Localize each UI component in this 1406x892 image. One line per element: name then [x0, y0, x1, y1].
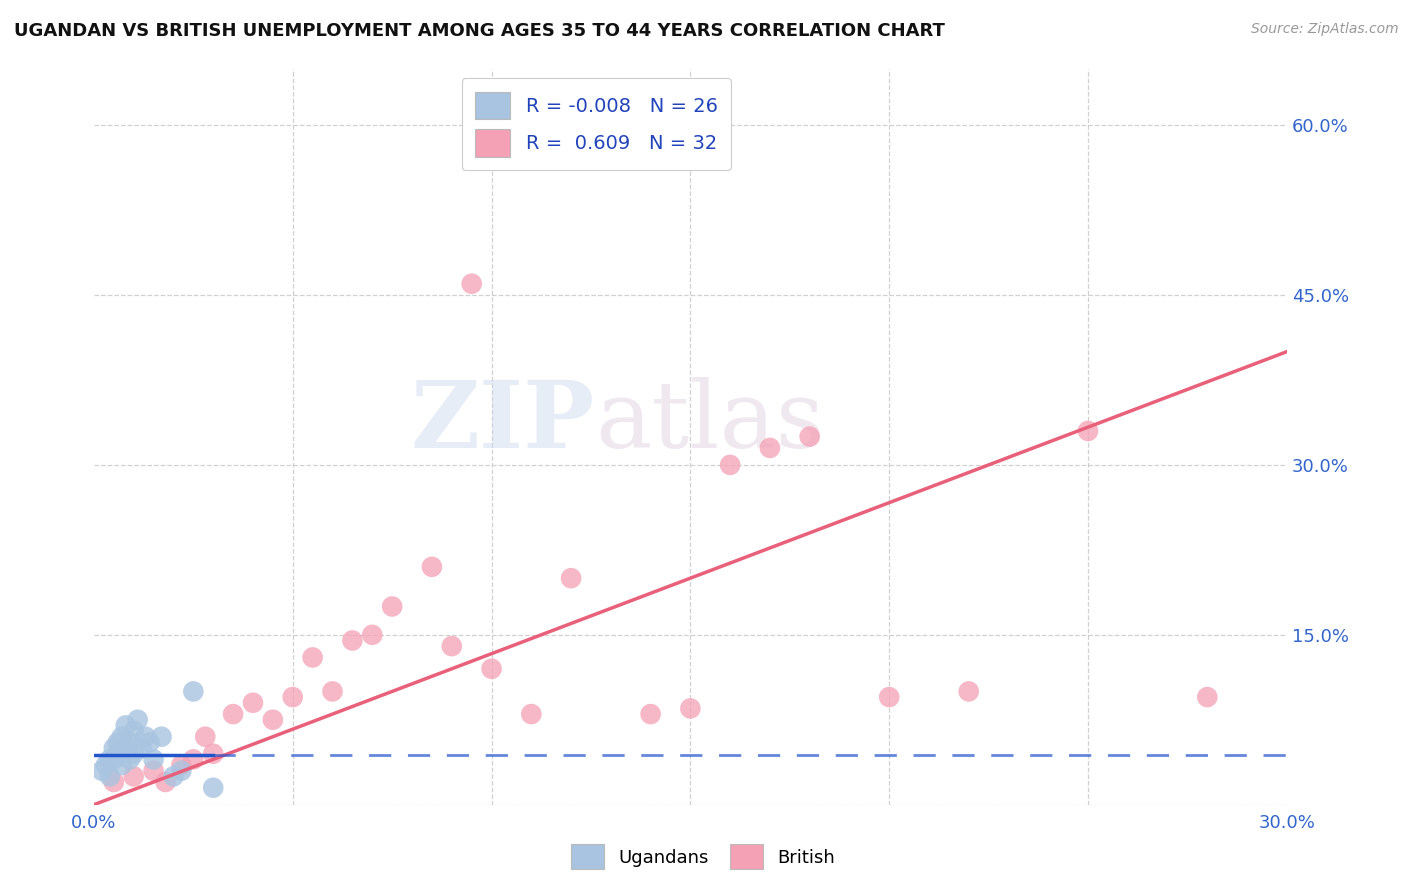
Point: [640, 707, 662, 722]
Point: [107, 747, 129, 761]
Legend: R = -0.008   N = 26, R =  0.609   N = 32: R = -0.008 N = 26, R = 0.609 N = 32: [461, 78, 731, 170]
Text: UGANDAN VS BRITISH UNEMPLOYMENT AMONG AGES 35 TO 44 YEARS CORRELATION CHART: UGANDAN VS BRITISH UNEMPLOYMENT AMONG AG…: [14, 22, 945, 40]
Point: [142, 752, 165, 766]
Point: [94, 758, 117, 772]
Point: [560, 571, 582, 585]
Point: [122, 724, 145, 739]
Point: [98, 752, 121, 766]
Point: [262, 713, 284, 727]
Point: [183, 752, 205, 766]
Point: [111, 758, 134, 772]
Point: [222, 707, 245, 722]
Point: [118, 735, 141, 749]
Point: [460, 277, 482, 291]
Point: [155, 775, 177, 789]
Point: [520, 707, 543, 722]
Point: [202, 780, 225, 795]
Point: [103, 775, 125, 789]
Point: [162, 769, 184, 783]
Point: [170, 764, 193, 778]
Point: [183, 684, 205, 698]
Point: [118, 752, 141, 766]
Point: [420, 559, 443, 574]
Point: [114, 718, 136, 732]
Point: [321, 684, 343, 698]
Point: [194, 730, 217, 744]
Point: [103, 752, 125, 766]
Point: [281, 690, 304, 704]
Point: [111, 730, 134, 744]
Point: [1077, 424, 1099, 438]
Point: [242, 696, 264, 710]
Text: atlas: atlas: [595, 377, 824, 467]
Point: [135, 730, 157, 744]
Point: [361, 628, 384, 642]
Point: [98, 769, 121, 783]
Text: Source: ZipAtlas.com: Source: ZipAtlas.com: [1251, 22, 1399, 37]
Point: [381, 599, 404, 614]
Point: [131, 741, 153, 756]
Point: [170, 758, 193, 772]
Point: [759, 441, 782, 455]
Point: [114, 741, 136, 756]
Point: [90, 764, 112, 778]
Point: [122, 769, 145, 783]
Point: [877, 690, 900, 704]
Point: [799, 429, 821, 443]
Point: [142, 764, 165, 778]
Point: [718, 458, 741, 472]
Point: [301, 650, 323, 665]
Point: [202, 747, 225, 761]
Legend: Ugandans, British: Ugandans, British: [562, 835, 844, 879]
Point: [107, 735, 129, 749]
Point: [138, 735, 160, 749]
Point: [440, 639, 463, 653]
Point: [1197, 690, 1219, 704]
Point: [150, 730, 173, 744]
Point: [957, 684, 980, 698]
Point: [481, 662, 503, 676]
Text: ZIP: ZIP: [411, 377, 595, 467]
Point: [342, 633, 364, 648]
Point: [679, 701, 702, 715]
Point: [127, 713, 149, 727]
Point: [103, 741, 125, 756]
Point: [122, 747, 145, 761]
